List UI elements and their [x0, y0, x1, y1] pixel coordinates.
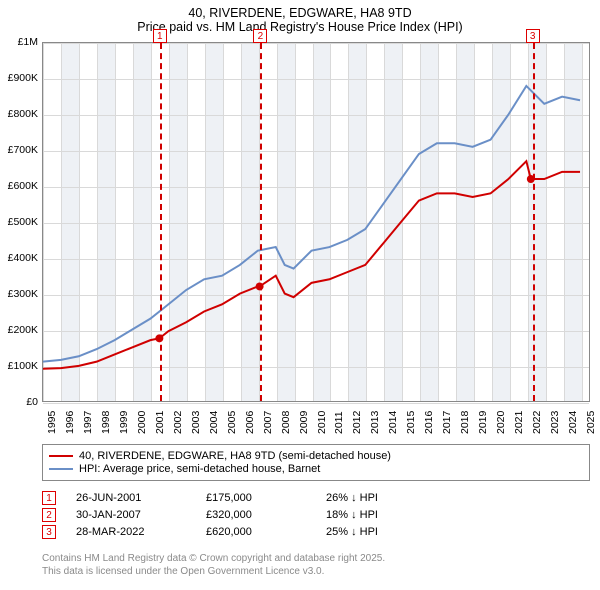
- chart-plot-area: 123: [42, 42, 590, 402]
- series-property: [43, 161, 580, 369]
- title-line-2: Price paid vs. HM Land Registry's House …: [0, 20, 600, 34]
- x-tick-label: 2010: [316, 411, 328, 434]
- legend-label-property: 40, RIVERDENE, EDGWARE, HA8 9TD (semi-de…: [79, 450, 391, 462]
- title-line-1: 40, RIVERDENE, EDGWARE, HA8 9TD: [0, 6, 600, 20]
- x-tick-label: 1998: [100, 411, 112, 434]
- x-tick-label: 2005: [226, 411, 238, 434]
- event-row-3: 3 28-MAR-2022 £620,000 25% ↓ HPI: [42, 525, 590, 539]
- x-tick-label: 2021: [513, 411, 525, 434]
- attribution-line-2: This data is licensed under the Open Gov…: [42, 565, 590, 578]
- legend-swatch-property: [49, 455, 73, 457]
- legend-item-hpi: HPI: Average price, semi-detached house,…: [49, 463, 583, 475]
- event-marker-box-3: 3: [526, 29, 540, 43]
- y-tick-label: £300K: [8, 288, 38, 300]
- event-line-3: [533, 33, 535, 401]
- event-row-2: 2 30-JAN-2007 £320,000 18% ↓ HPI: [42, 508, 590, 522]
- x-tick-label: 2004: [208, 411, 220, 434]
- x-tick-label: 1997: [82, 411, 94, 434]
- y-tick-label: £800K: [8, 108, 38, 120]
- x-tick-label: 1999: [118, 411, 130, 434]
- x-tick-label: 2007: [262, 411, 274, 434]
- event-date-3: 28-MAR-2022: [76, 526, 186, 538]
- x-tick-label: 2013: [369, 411, 381, 434]
- event-line-2: [260, 33, 262, 401]
- x-tick-label: 2022: [531, 411, 543, 434]
- legend-label-hpi: HPI: Average price, semi-detached house,…: [79, 463, 320, 475]
- event-price-1: £175,000: [206, 492, 306, 504]
- y-tick-label: £0: [26, 396, 38, 408]
- chart-title: 40, RIVERDENE, EDGWARE, HA8 9TD Price pa…: [0, 0, 600, 36]
- y-tick-label: £200K: [8, 324, 38, 336]
- x-tick-label: 2012: [351, 411, 363, 434]
- x-tick-label: 1996: [64, 411, 76, 434]
- y-tick-label: £900K: [8, 72, 38, 84]
- legend-swatch-hpi: [49, 468, 73, 470]
- event-marker-box-1: 1: [153, 29, 167, 43]
- y-tick-label: £700K: [8, 144, 38, 156]
- event-marker-2: 2: [42, 508, 56, 522]
- x-tick-label: 2014: [387, 411, 399, 434]
- x-tick-label: 2000: [136, 411, 148, 434]
- x-axis-labels: 1995 1996 1997 1998 1999 2000 2001 2002 2003 2004…: [42, 404, 590, 440]
- x-tick-label: 1995: [46, 411, 58, 434]
- x-tick-label: 2001: [154, 411, 166, 434]
- event-marker-box-2: 2: [253, 29, 267, 43]
- x-tick-label: 2025: [585, 411, 597, 434]
- x-tick-label: 2002: [172, 411, 184, 434]
- event-price-2: £320,000: [206, 509, 306, 521]
- event-date-2: 30-JAN-2007: [76, 509, 186, 521]
- y-tick-label: £1M: [18, 36, 38, 48]
- event-delta-2: 18% ↓ HPI: [326, 509, 378, 521]
- event-delta-3: 25% ↓ HPI: [326, 526, 378, 538]
- x-tick-label: 2011: [333, 411, 345, 434]
- x-tick-label: 2015: [405, 411, 417, 434]
- x-tick-label: 2003: [190, 411, 202, 434]
- event-marker-3: 3: [42, 525, 56, 539]
- legend: 40, RIVERDENE, EDGWARE, HA8 9TD (semi-de…: [42, 444, 590, 481]
- events-table: 1 26-JUN-2001 £175,000 26% ↓ HPI 2 30-JA…: [42, 488, 590, 542]
- event-line-1: [160, 33, 162, 401]
- x-tick-label: 2024: [567, 411, 579, 434]
- event-price-3: £620,000: [206, 526, 306, 538]
- x-tick-label: 2018: [459, 411, 471, 434]
- x-tick-label: 2023: [549, 411, 561, 434]
- y-tick-label: £100K: [8, 360, 38, 372]
- event-row-1: 1 26-JUN-2001 £175,000 26% ↓ HPI: [42, 491, 590, 505]
- x-tick-label: 2008: [280, 411, 292, 434]
- y-tick-label: £600K: [8, 180, 38, 192]
- series-hpi: [43, 86, 580, 362]
- x-tick-label: 2019: [477, 411, 489, 434]
- x-tick-label: 2017: [441, 411, 453, 434]
- x-tick-label: 2006: [244, 411, 256, 434]
- event-delta-1: 26% ↓ HPI: [326, 492, 378, 504]
- legend-item-property: 40, RIVERDENE, EDGWARE, HA8 9TD (semi-de…: [49, 450, 583, 462]
- y-tick-label: £500K: [8, 216, 38, 228]
- x-tick-label: 2020: [495, 411, 507, 434]
- attribution: Contains HM Land Registry data © Crown c…: [42, 552, 590, 578]
- y-axis-labels: £0£100K£200K£300K£400K£500K£600K£700K£80…: [0, 42, 40, 402]
- chart-svg: [43, 43, 589, 401]
- y-tick-label: £400K: [8, 252, 38, 264]
- x-tick-label: 2016: [423, 411, 435, 434]
- event-date-1: 26-JUN-2001: [76, 492, 186, 504]
- event-marker-1: 1: [42, 491, 56, 505]
- attribution-line-1: Contains HM Land Registry data © Crown c…: [42, 552, 590, 565]
- x-tick-label: 2009: [298, 411, 310, 434]
